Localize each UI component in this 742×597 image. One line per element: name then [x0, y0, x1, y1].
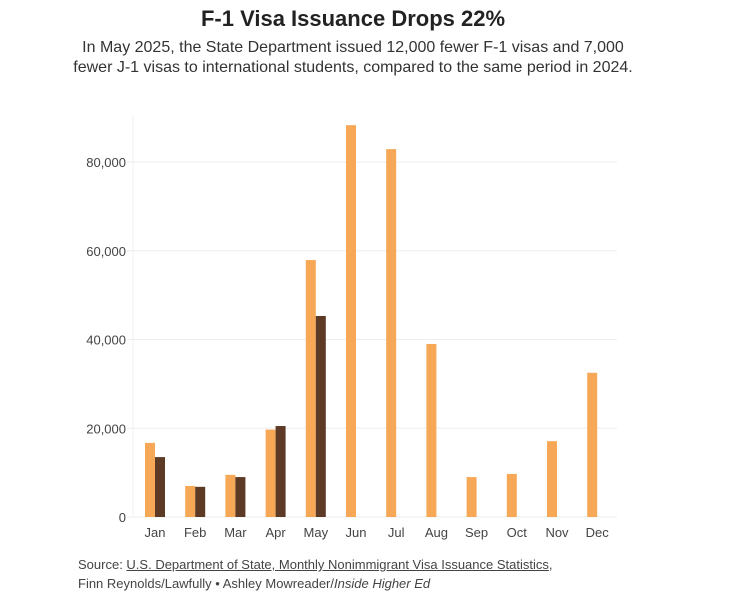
bar-2024-dec — [587, 372, 598, 517]
x-tick-label: Jul — [388, 525, 405, 540]
chart-subtitle: In May 2025, the State Department issued… — [73, 39, 633, 76]
bar-2025-mar — [235, 477, 246, 517]
y-tick-label: 0 — [119, 510, 126, 525]
bar-2024-feb — [185, 485, 196, 517]
bar-2024-mar — [225, 474, 236, 517]
bar-2024-jun — [346, 125, 356, 517]
bar-2025-jan — [155, 457, 165, 517]
bar-2025-may — [315, 315, 326, 517]
y-tick-label: 80,000 — [86, 155, 126, 170]
x-tick-label: Dec — [586, 525, 610, 540]
source-link[interactable]: U.S. Department of State, Monthly Nonimm… — [126, 557, 549, 572]
bar-2024-aug — [426, 343, 437, 517]
x-tick-label: Sep — [465, 525, 488, 540]
publication: Inside Higher Ed — [334, 576, 431, 591]
source-prefix: Source: — [78, 557, 127, 572]
y-tick-label: 60,000 — [86, 244, 126, 259]
x-tick-label: Mar — [224, 525, 247, 540]
bar-2024-may — [305, 260, 316, 517]
x-tick-label: Aug — [425, 525, 448, 540]
bar-2024-apr — [265, 429, 276, 517]
y-tick-label: 20,000 — [86, 421, 126, 436]
bar-2025-feb — [195, 486, 206, 517]
x-tick-label: Oct — [507, 525, 528, 540]
y-tick-label: 40,000 — [86, 333, 126, 348]
x-tick-label: Apr — [265, 525, 286, 540]
x-tick-label: Jun — [346, 525, 367, 540]
bar-2024-sep — [466, 477, 477, 517]
x-tick-label: May — [304, 525, 329, 540]
chart-title: F-1 Visa Issuance Drops 22% — [200, 6, 506, 31]
credit: Finn Reynolds/Lawfully • Ashley Mowreade… — [78, 576, 335, 591]
bar-2024-oct — [506, 473, 517, 517]
x-tick-label: Nov — [545, 525, 569, 540]
bar-2025-apr — [275, 426, 286, 517]
bar-2024-jul — [386, 149, 397, 517]
bar-2024-nov — [547, 441, 557, 517]
source-suffix: , — [548, 557, 553, 572]
bar-2024-jan — [145, 442, 155, 517]
source-note: Source: U.S. Department of State, Monthl… — [78, 555, 552, 593]
x-tick-label: Jan — [145, 525, 166, 540]
x-tick-label: Feb — [184, 525, 206, 540]
